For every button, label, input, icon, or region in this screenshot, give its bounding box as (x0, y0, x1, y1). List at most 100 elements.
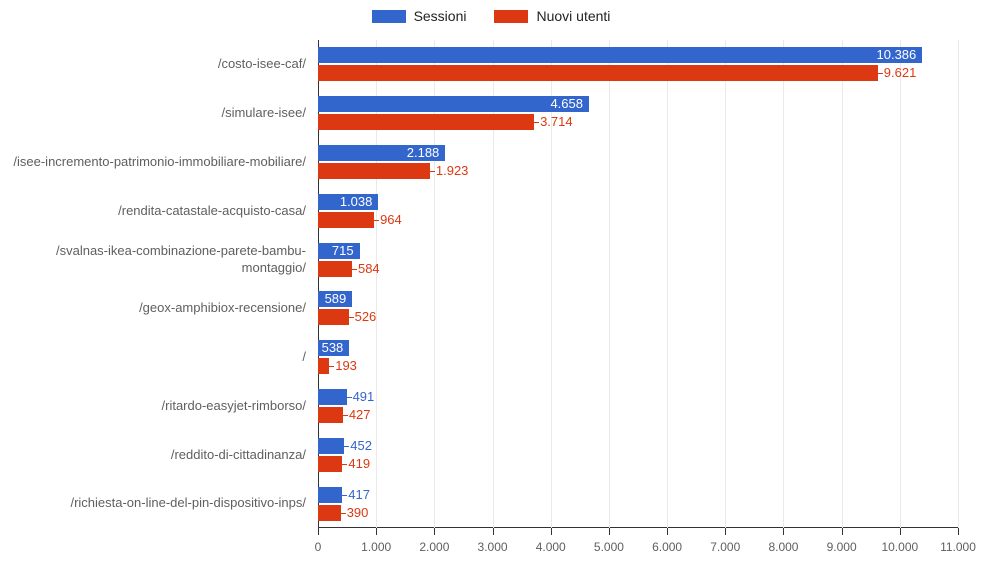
legend-item-sessioni: Sessioni (372, 8, 467, 24)
bar-sessioni: 4.658 (318, 96, 589, 112)
value-leader (349, 317, 354, 318)
x-tick-label: 10.000 (881, 540, 918, 554)
plot-area: 01.0002.0003.0004.0005.0006.0007.0008.00… (318, 40, 958, 528)
bar-value-label: 427 (349, 407, 371, 423)
category-label: /reddito-di-cittadinanza/ (171, 447, 306, 463)
value-leader (534, 122, 539, 123)
legend-label: Nuovi utenti (536, 8, 610, 24)
x-tick-label: 5.000 (594, 540, 624, 554)
bar-nuovi-utenti: 193 (318, 358, 329, 374)
bar-nuovi-utenti: 419 (318, 456, 342, 472)
category-label-wrap: /isee-incremento-patrimonio-immobiliare-… (6, 138, 306, 187)
chart-legend: Sessioni Nuovi utenti (0, 8, 982, 24)
category-label-wrap: /costo-isee-caf/ (6, 40, 306, 89)
bar-value-label: 417 (348, 487, 370, 503)
bar-sessioni: 491 (318, 389, 347, 405)
bar-nuovi-utenti: 3.714 (318, 114, 534, 130)
gridline (551, 40, 552, 528)
legend-swatch (372, 10, 406, 23)
gridline (725, 40, 726, 528)
bar-value-label: 964 (380, 212, 402, 228)
x-tick-label: 1.000 (361, 540, 391, 554)
value-leader (343, 415, 348, 416)
gridline (493, 40, 494, 528)
gridline (783, 40, 784, 528)
x-tick-label: 4.000 (536, 540, 566, 554)
value-leader (878, 73, 883, 74)
bar-nuovi-utenti: 9.621 (318, 65, 878, 81)
bar-sessioni: 1.038 (318, 194, 378, 210)
category-label: /isee-incremento-patrimonio-immobiliare-… (13, 154, 306, 170)
category-label-wrap: /simulare-isee/ (6, 89, 306, 138)
gridline (667, 40, 668, 528)
bar-nuovi-utenti: 1.923 (318, 163, 430, 179)
bar-value-label: 193 (335, 358, 357, 374)
x-tick (783, 528, 784, 535)
value-leader (342, 464, 347, 465)
x-tick-label: 11.000 (940, 540, 976, 554)
category-label: /geox-amphibiox-recensione/ (139, 300, 306, 316)
x-tick-label: 8.000 (768, 540, 798, 554)
x-tick-label: 6.000 (652, 540, 682, 554)
bar-value-label: 390 (347, 505, 369, 521)
y-axis-line (318, 40, 319, 528)
x-tick (900, 528, 901, 535)
category-label: /svalnas-ikea-combinazione-parete-bambu-… (6, 243, 306, 276)
legend-item-nuovi-utenti: Nuovi utenti (494, 8, 610, 24)
x-tick (318, 528, 319, 535)
x-tick-label: 9.000 (827, 540, 857, 554)
bar-sessioni: 452 (318, 438, 344, 454)
category-label-wrap: /reddito-di-cittadinanza/ (6, 430, 306, 479)
category-label: /richiesta-on-line-del-pin-dispositivo-i… (70, 495, 306, 511)
category-label-wrap: /richiesta-on-line-del-pin-dispositivo-i… (6, 479, 306, 528)
bar-sessioni: 589 (318, 291, 352, 307)
bar-value-label: 2.188 (407, 145, 440, 161)
bar-nuovi-utenti: 964 (318, 212, 374, 228)
value-leader (342, 495, 347, 496)
category-label-wrap: /geox-amphibiox-recensione/ (6, 284, 306, 333)
bar-value-label: 10.386 (877, 47, 917, 63)
category-label-wrap: /ritardo-easyjet-rimborso/ (6, 382, 306, 431)
value-leader (344, 446, 349, 447)
x-tick (958, 528, 959, 535)
x-tick-label: 0 (315, 540, 322, 554)
bar-value-label: 538 (322, 340, 344, 356)
x-tick (842, 528, 843, 535)
category-label: /simulare-isee/ (221, 105, 306, 121)
bar-value-label: 452 (350, 438, 372, 454)
bar-sessioni: 417 (318, 487, 342, 503)
legend-swatch (494, 10, 528, 23)
bar-value-label: 491 (353, 389, 375, 405)
x-tick (609, 528, 610, 535)
legend-label: Sessioni (414, 8, 467, 24)
x-axis-line (318, 527, 958, 528)
value-leader (374, 220, 379, 221)
bar-nuovi-utenti: 584 (318, 261, 352, 277)
gridline (842, 40, 843, 528)
x-tick (434, 528, 435, 535)
gridline (376, 40, 377, 528)
bar-sessioni: 538 (318, 340, 349, 356)
bar-nuovi-utenti: 427 (318, 407, 343, 423)
x-tick (725, 528, 726, 535)
value-leader (347, 397, 352, 398)
bar-value-label: 9.621 (884, 65, 917, 81)
x-tick (667, 528, 668, 535)
category-label: /rendita-catastale-acquisto-casa/ (118, 203, 306, 219)
value-leader (341, 513, 346, 514)
bar-sessioni: 10.386 (318, 47, 922, 63)
x-tick (376, 528, 377, 535)
x-tick-label: 2.000 (419, 540, 449, 554)
category-label: /ritardo-easyjet-rimborso/ (162, 398, 307, 414)
category-label-wrap: /rendita-catastale-acquisto-casa/ (6, 186, 306, 235)
bar-nuovi-utenti: 390 (318, 505, 341, 521)
x-tick (493, 528, 494, 535)
category-label-wrap: /svalnas-ikea-combinazione-parete-bambu-… (6, 235, 306, 284)
bar-sessioni: 2.188 (318, 145, 445, 161)
bar-sessioni: 715 (318, 243, 360, 259)
gridline (434, 40, 435, 528)
value-leader (430, 171, 435, 172)
bar-value-label: 3.714 (540, 114, 573, 130)
category-label: / (302, 349, 306, 365)
gridline (958, 40, 959, 528)
